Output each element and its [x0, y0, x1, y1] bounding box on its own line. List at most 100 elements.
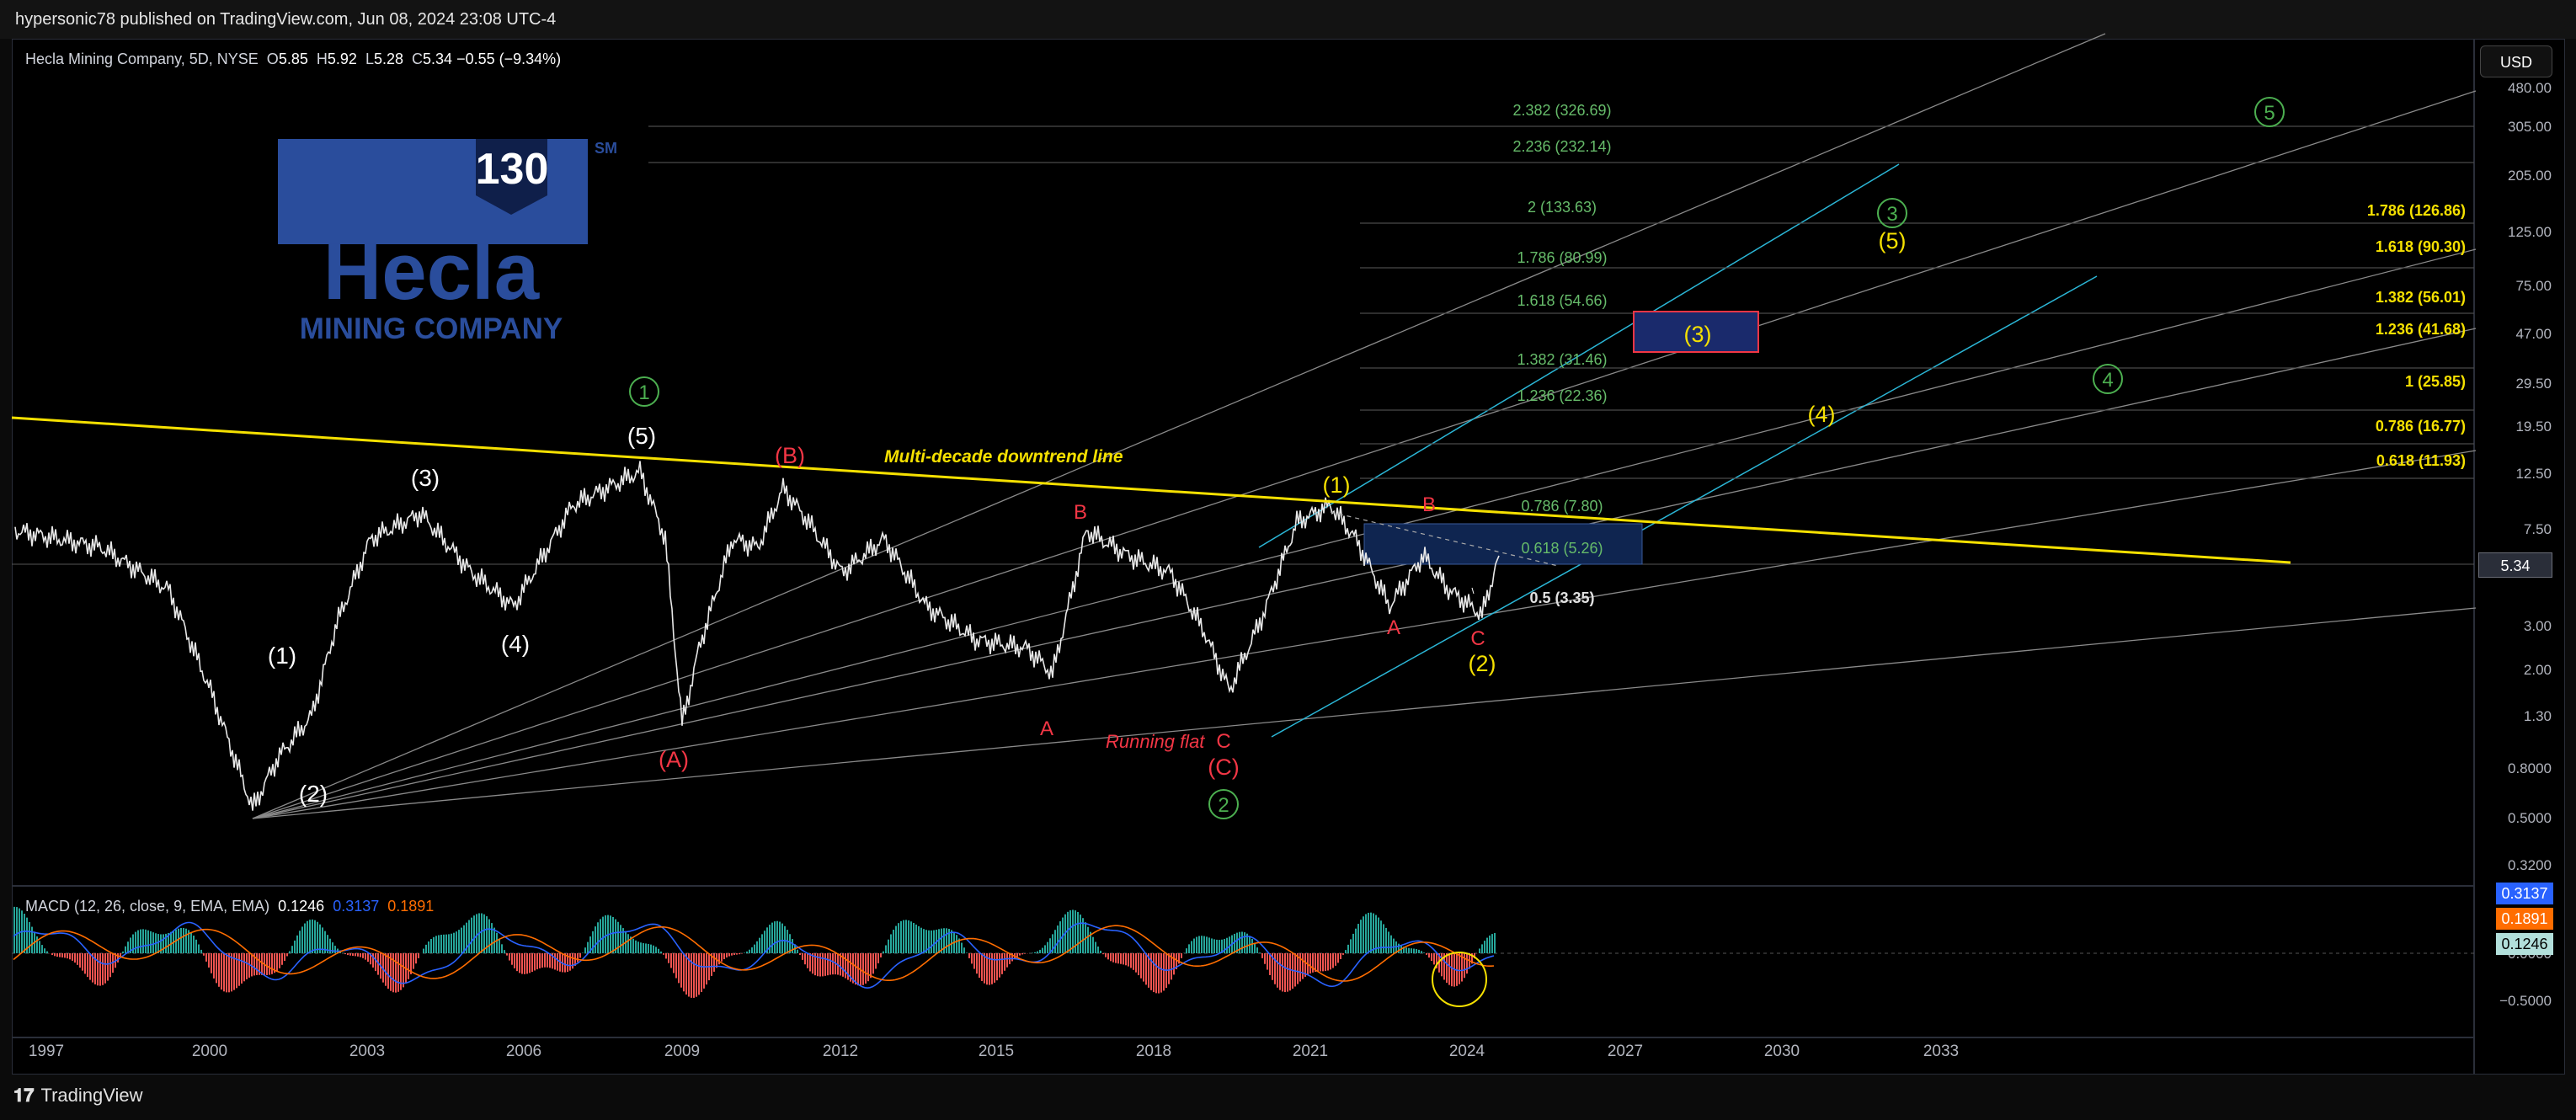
- macd-bar: [1135, 953, 1137, 973]
- macd-bar: [223, 953, 225, 992]
- macd-bar: [109, 953, 111, 978]
- macd-bar: [1332, 953, 1334, 968]
- macd-bar: [1024, 953, 1026, 954]
- wave-green-5: 5: [2264, 102, 2275, 125]
- macd-bar: [291, 946, 293, 953]
- macd-bar: [165, 933, 167, 953]
- macd-bar: [231, 953, 232, 992]
- macd-bar: [875, 953, 877, 969]
- macd-bar: [1277, 953, 1278, 988]
- macd-bar: [1226, 937, 1228, 953]
- macd-bar: [1330, 953, 1331, 970]
- macd-tick: −0.5000: [2499, 993, 2552, 1009]
- fib-green-label: 1.786 (80.99): [1517, 249, 1607, 266]
- macd-bar: [976, 953, 978, 974]
- macd-bar: [408, 953, 409, 979]
- macd-bar: [233, 953, 235, 990]
- wave-green-circle-2: [1208, 789, 1239, 819]
- macd-bar: [466, 922, 467, 953]
- fib-yellow-label: 1.236 (41.68): [2376, 321, 2466, 338]
- macd-bar: [1178, 953, 1180, 964]
- macd-bar: [814, 953, 816, 976]
- fib-green-label: 0.618 (5.26): [1521, 540, 1603, 557]
- macd-bar: [1287, 953, 1288, 992]
- macd-bar: [915, 924, 917, 953]
- macd-bar: [592, 931, 594, 953]
- macd-bar: [36, 936, 38, 953]
- time-tick: 2027: [1608, 1043, 1643, 1060]
- macd-bar: [251, 953, 253, 977]
- macd-bar: [24, 914, 25, 953]
- macd-bar: [392, 953, 394, 993]
- tradingview-footer[interactable]: 𝟏𝟕 TradingView: [13, 1085, 143, 1107]
- macd-bar: [549, 953, 551, 968]
- macd-bar: [1163, 953, 1165, 991]
- macd-bar: [322, 927, 323, 953]
- wave-white-1: (1): [268, 643, 296, 669]
- macd-bar: [1006, 953, 1008, 968]
- macd-bar: [680, 953, 682, 988]
- logo-sub: MINING COMPANY: [300, 312, 563, 345]
- macd-bar: [663, 953, 664, 955]
- macd-bar: [1464, 953, 1465, 979]
- macd-bar: [1115, 953, 1117, 963]
- macd-bar: [1188, 944, 1190, 953]
- macd-bar: [1441, 953, 1443, 977]
- wave-green-1: 1: [638, 381, 649, 404]
- wave-yellow-5: (5): [1879, 228, 1907, 253]
- macd-bar: [600, 919, 601, 953]
- macd-bar: [602, 916, 604, 953]
- macd-bar: [208, 953, 210, 968]
- macd-bar: [637, 941, 639, 953]
- macd-bar: [622, 928, 624, 953]
- fib-green-label: 0.5 (3.35): [1529, 589, 1594, 606]
- macd-bar: [888, 939, 889, 953]
- macd-bar: [99, 953, 101, 986]
- macd-bar: [190, 932, 192, 953]
- macd-bar: [74, 953, 76, 963]
- macd-bar: [1269, 953, 1271, 975]
- macd-bar: [514, 953, 515, 968]
- macd-bar: [966, 952, 968, 953]
- wave-green-circle-1: [629, 376, 659, 407]
- macd-bar: [1219, 940, 1220, 953]
- macd-bar: [102, 953, 104, 985]
- price-tick: 2.00: [2524, 662, 2552, 678]
- currency-button[interactable]: USD: [2480, 45, 2552, 77]
- macd-bar: [905, 920, 907, 953]
- macd-bar: [248, 953, 250, 978]
- macd-bar: [963, 947, 965, 953]
- macd-bar: [1453, 953, 1455, 987]
- macd-bar: [501, 944, 503, 953]
- macd-bar: [1216, 939, 1218, 953]
- macd-bar: [104, 953, 106, 984]
- price-tick: 19.50: [2515, 419, 2552, 435]
- price-series: [14, 461, 1500, 811]
- logo-sm: SM: [595, 140, 617, 157]
- signal-value: 0.1891: [387, 898, 435, 915]
- price-tick: 205.00: [2508, 168, 2552, 184]
- time-tick: 2033: [1923, 1043, 1959, 1060]
- macd-bar: [140, 929, 141, 953]
- macd-bar: [1117, 953, 1119, 964]
- macd-bar: [107, 953, 109, 981]
- macd-bar: [387, 953, 389, 989]
- fib-green-label: 1.618 (54.66): [1517, 292, 1607, 309]
- macd-bar: [1378, 917, 1379, 953]
- macd-bar: [640, 942, 642, 953]
- macd-bar: [132, 934, 134, 953]
- macd-bar: [1466, 953, 1468, 974]
- macd-bar: [372, 953, 374, 968]
- macd-bar: [160, 934, 162, 953]
- macd-bar: [221, 953, 222, 990]
- macd-bar: [1390, 935, 1392, 953]
- macd-bar: [1426, 953, 1427, 955]
- macd-bar: [1479, 948, 1480, 953]
- macd-bar: [994, 953, 995, 983]
- fib-green-label: 2.236 (232.14): [1512, 138, 1611, 155]
- macd-bar: [617, 921, 619, 953]
- macd-bar: [1405, 947, 1407, 953]
- price-tick: 480.00: [2508, 80, 2552, 96]
- macd-bar: [776, 920, 778, 953]
